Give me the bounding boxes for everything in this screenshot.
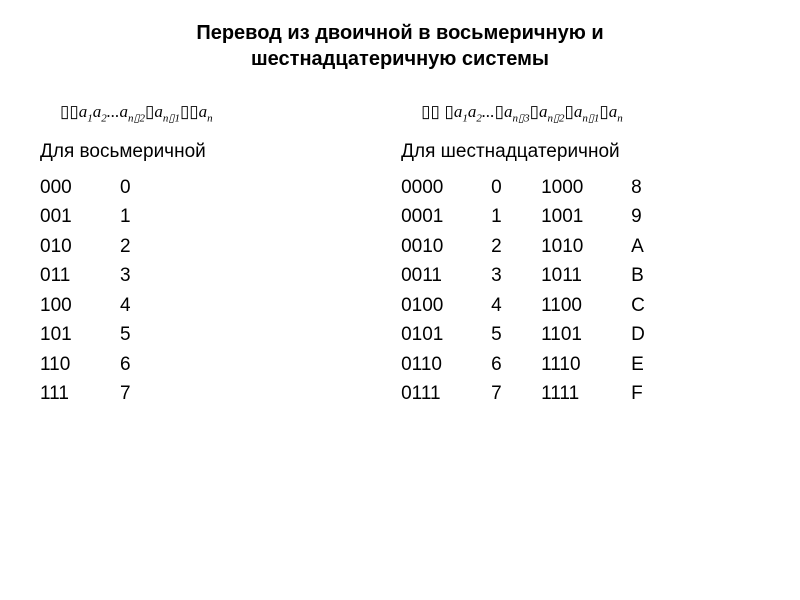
hex-d2: D <box>631 320 671 349</box>
table-row: 011171111F <box>401 379 760 408</box>
octal-bin: 000 <box>40 173 120 202</box>
table-row: 1004 <box>40 291 361 320</box>
hex-bin2: 1000 <box>541 173 631 202</box>
octal-bin: 111 <box>40 379 120 408</box>
hex-column: ▯▯ ▯a1a2...▯an▯3▯an▯2▯an▯1▯an Для шестна… <box>401 102 760 409</box>
content-columns: ▯▯a1a2...an▯2▯an▯1▯▯an Для восьмеричной … <box>40 102 760 409</box>
table-row: 1117 <box>40 379 361 408</box>
table-row: 010041100C <box>401 291 760 320</box>
hex-bin2: 1100 <box>541 291 631 320</box>
octal-dig: 3 <box>120 261 160 290</box>
hex-bin1: 0001 <box>401 202 491 231</box>
hex-d2: A <box>631 232 671 261</box>
hex-bin2: 1011 <box>541 261 631 290</box>
hex-d1: 2 <box>491 232 541 261</box>
table-row: 001021010A <box>401 232 760 261</box>
hex-d2: E <box>631 350 671 379</box>
hex-bin1: 0100 <box>401 291 491 320</box>
table-row: 001131011B <box>401 261 760 290</box>
table-row: 0000010008 <box>401 173 760 202</box>
hex-bin1: 0110 <box>401 350 491 379</box>
page-title: Перевод из двоичной в восьмеричную и шес… <box>40 20 760 72</box>
hex-bin2: 1001 <box>541 202 631 231</box>
title-line-2: шестнадцатеричную системы <box>251 48 549 70</box>
table-row: 010151101D <box>401 320 760 349</box>
table-row: 1015 <box>40 320 361 349</box>
octal-table: 00000011010201131004101511061117 <box>40 173 361 409</box>
hex-d1: 0 <box>491 173 541 202</box>
octal-column: ▯▯a1a2...an▯2▯an▯1▯▯an Для восьмеричной … <box>40 102 361 409</box>
octal-bin: 010 <box>40 232 120 261</box>
octal-dig: 0 <box>120 173 160 202</box>
hex-d2: B <box>631 261 671 290</box>
title-line-1: Перевод из двоичной в восьмеричную и <box>196 22 603 44</box>
hex-bin2: 1010 <box>541 232 631 261</box>
table-row: 0102 <box>40 232 361 261</box>
hex-d2: C <box>631 291 671 320</box>
octal-dig: 5 <box>120 320 160 349</box>
octal-bin: 101 <box>40 320 120 349</box>
octal-dig: 4 <box>120 291 160 320</box>
octal-bin: 001 <box>40 202 120 231</box>
hex-d1: 6 <box>491 350 541 379</box>
octal-dig: 1 <box>120 202 160 231</box>
hex-subtitle: Для шестнадцатеричной <box>401 141 760 163</box>
table-row: 0113 <box>40 261 361 290</box>
table-row: 0000 <box>40 173 361 202</box>
octal-dig: 7 <box>120 379 160 408</box>
hex-bin2: 1110 <box>541 350 631 379</box>
hex-d1: 5 <box>491 320 541 349</box>
hex-bin1: 0101 <box>401 320 491 349</box>
hex-formula: ▯▯ ▯a1a2...▯an▯3▯an▯2▯an▯1▯an <box>401 102 760 126</box>
hex-bin2: 1111 <box>541 379 631 408</box>
octal-dig: 2 <box>120 232 160 261</box>
octal-formula: ▯▯a1a2...an▯2▯an▯1▯▯an <box>40 102 361 126</box>
hex-d2: 8 <box>631 173 671 202</box>
octal-bin: 110 <box>40 350 120 379</box>
hex-d2: 9 <box>631 202 671 231</box>
hex-bin2: 1101 <box>541 320 631 349</box>
hex-d1: 4 <box>491 291 541 320</box>
octal-bin: 100 <box>40 291 120 320</box>
hex-bin1: 0000 <box>401 173 491 202</box>
table-row: 1106 <box>40 350 361 379</box>
octal-dig: 6 <box>120 350 160 379</box>
hex-d1: 1 <box>491 202 541 231</box>
table-row: 0011 <box>40 202 361 231</box>
octal-subtitle: Для восьмеричной <box>40 141 361 163</box>
hex-bin1: 0011 <box>401 261 491 290</box>
hex-bin1: 0010 <box>401 232 491 261</box>
hex-d2: F <box>631 379 671 408</box>
hex-d1: 3 <box>491 261 541 290</box>
table-row: 0001110019 <box>401 202 760 231</box>
hex-d1: 7 <box>491 379 541 408</box>
hex-table: 00000100080001110019001021010A001131011B… <box>401 173 760 409</box>
octal-bin: 011 <box>40 261 120 290</box>
hex-bin1: 0111 <box>401 379 491 408</box>
table-row: 011061110E <box>401 350 760 379</box>
